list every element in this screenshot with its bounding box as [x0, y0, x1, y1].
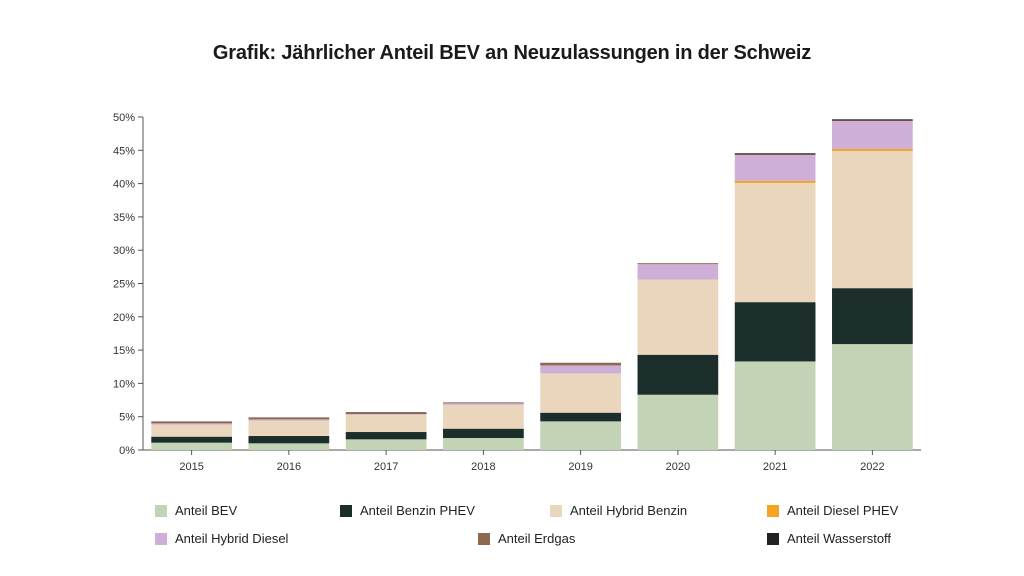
bar-segment	[637, 263, 719, 265]
bar-segment	[345, 439, 427, 450]
bar-segment	[443, 404, 524, 429]
bar-segment	[734, 361, 816, 450]
bar-segment	[248, 443, 330, 450]
x-tick-label: 2017	[374, 461, 398, 473]
x-tick-label: 2019	[568, 461, 592, 473]
bar-segment	[734, 182, 816, 303]
y-tick-label: 45%	[113, 145, 135, 157]
bar-segment	[151, 423, 232, 425]
bar-segment	[248, 436, 330, 444]
bar-segment	[443, 428, 524, 439]
bar-segment	[151, 421, 232, 424]
bar-segment	[540, 373, 621, 413]
axes: 0% 5% 10% 15% 20% 25% 30% 35% 40% 45% 50% 2015 2016 2…	[113, 112, 921, 473]
bar-segment	[443, 438, 524, 450]
x-tick-label: 2020	[666, 461, 690, 473]
bar-segment	[734, 154, 816, 181]
bar-segment	[248, 419, 330, 421]
bars	[151, 119, 913, 450]
bar-segment	[832, 148, 913, 151]
bar-segment	[345, 412, 427, 415]
bar-segment	[637, 394, 719, 450]
bar-segment	[637, 279, 719, 355]
y-tick-label: 15%	[113, 345, 135, 357]
bar-segment	[637, 354, 719, 395]
y-tick-label: 0%	[119, 445, 135, 457]
y-tick-label: 50%	[113, 112, 135, 124]
y-tick-label: 25%	[113, 279, 135, 291]
y-tick-label: 10%	[113, 378, 135, 390]
bar-segment	[540, 421, 621, 450]
bar-segment	[637, 264, 719, 280]
bar-segment	[832, 288, 913, 345]
x-tick-label: 2022	[860, 461, 884, 473]
chart-title: Grafik: Jährlicher Anteil BEV an Neuzula…	[212, 42, 812, 64]
bar-segment	[734, 153, 816, 155]
bar-segment	[443, 403, 524, 405]
x-tick-label: 2018	[471, 461, 495, 473]
y-tick-label: 35%	[113, 212, 135, 224]
bar-segment	[248, 420, 330, 437]
bar-segment	[832, 119, 913, 121]
bar-segment	[151, 424, 232, 437]
bar-segment	[345, 432, 427, 440]
bar-segment	[345, 413, 427, 415]
y-tick-label: 5%	[119, 412, 135, 424]
bar-segment	[540, 362, 621, 366]
bar-segment	[151, 442, 232, 450]
bar-segment	[540, 412, 621, 422]
bar-segment	[151, 436, 232, 443]
bar-segment	[832, 119, 913, 121]
bar-segment	[832, 344, 913, 450]
bar-segment	[832, 150, 913, 289]
x-tick-label: 2016	[277, 461, 301, 473]
bar-segment	[540, 365, 621, 374]
y-tick-label: 20%	[113, 312, 135, 324]
y-tick-label: 40%	[113, 179, 135, 191]
bar-segment	[345, 414, 427, 433]
x-tick-label: 2021	[763, 461, 787, 473]
bar-segment	[734, 180, 816, 183]
bar-segment	[832, 120, 913, 149]
bar-segment	[734, 302, 816, 362]
bar-segment	[734, 153, 816, 155]
x-tick-label: 2015	[179, 461, 203, 473]
bar-segment	[248, 417, 330, 420]
bar-segment	[443, 402, 524, 404]
y-tick-label: 30%	[113, 245, 135, 257]
